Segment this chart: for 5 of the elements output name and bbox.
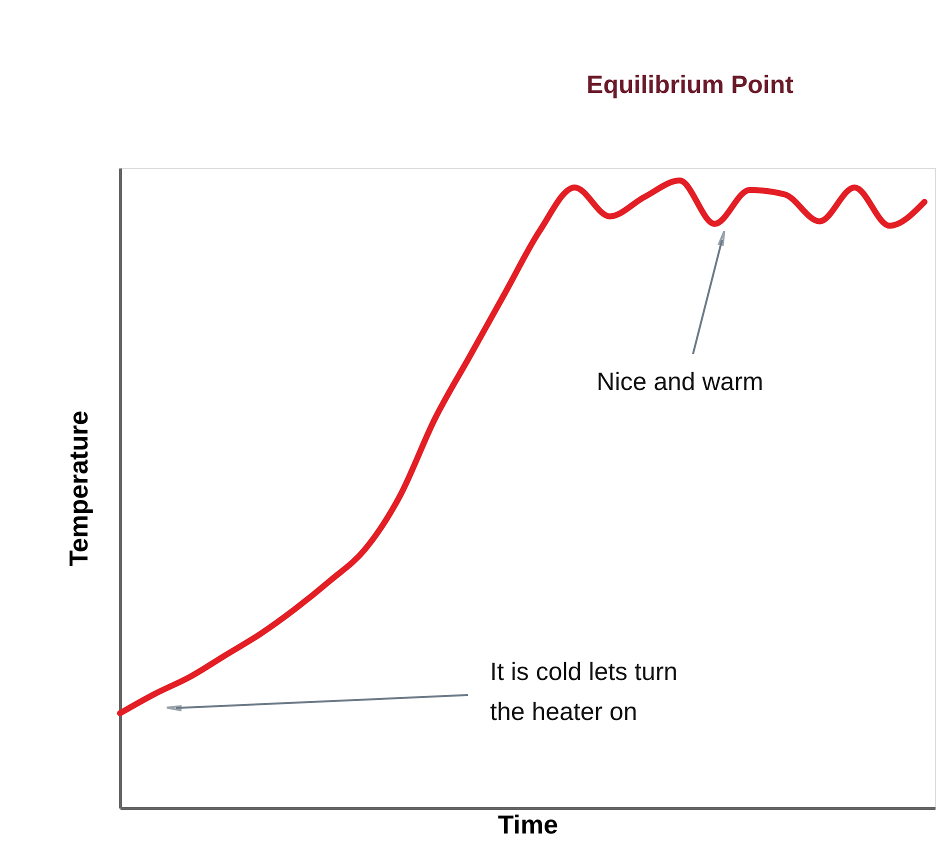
y-axis-title: Temperature [64,410,94,566]
x-axis-title: Time [498,810,558,840]
annotation: It is cold lets turn the heater on [490,658,678,726]
annotation: Nice and warm [596,368,764,396]
text: Equilibrium Point [586,71,794,99]
